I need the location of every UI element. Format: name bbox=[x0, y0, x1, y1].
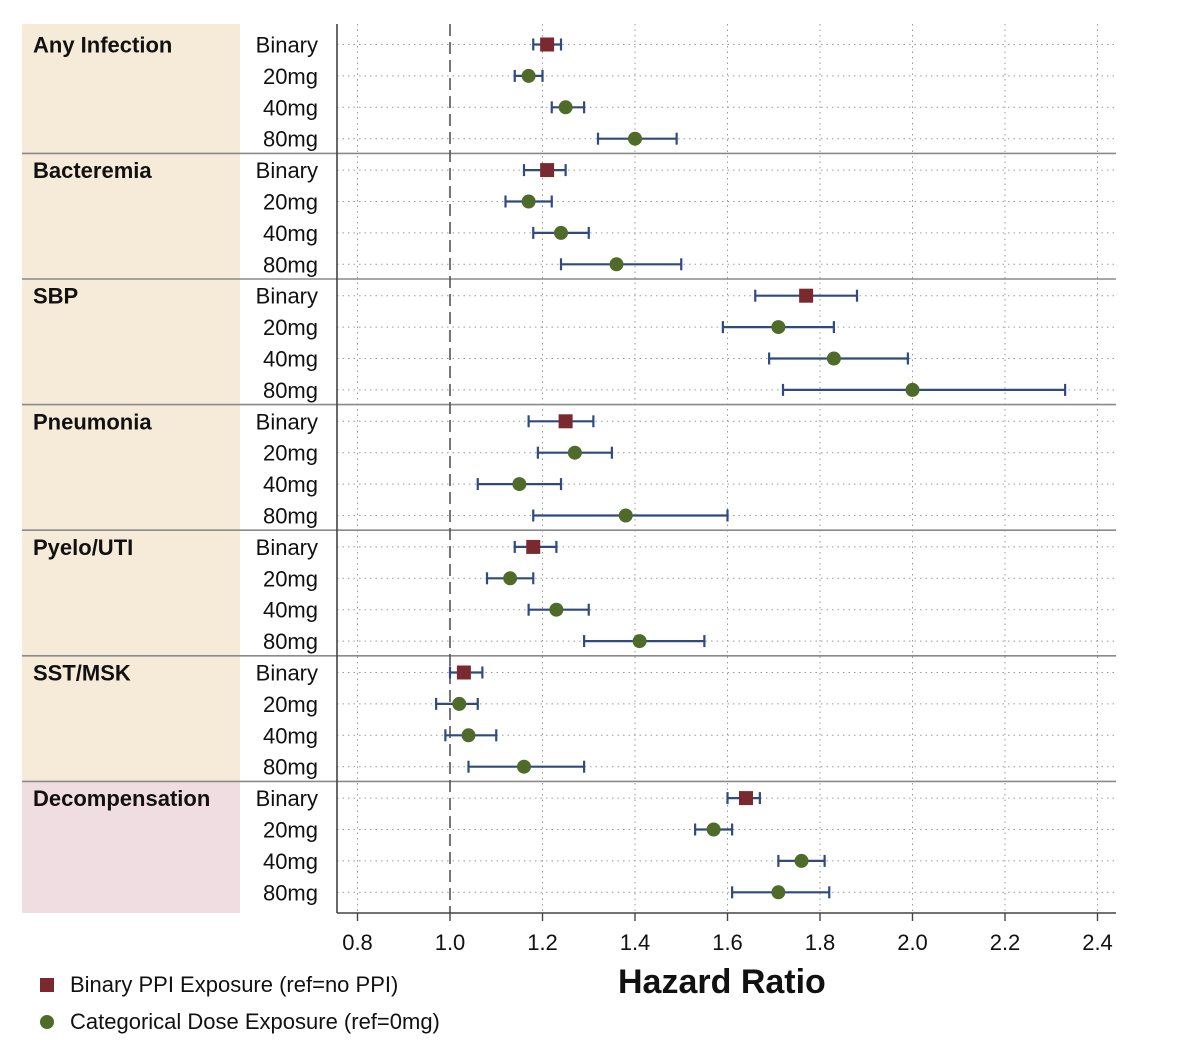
binary-point bbox=[739, 791, 753, 806]
dose-point bbox=[632, 634, 647, 649]
dose-point bbox=[554, 225, 568, 240]
group-panel bbox=[22, 404, 240, 531]
row-label: 80mg bbox=[263, 378, 318, 403]
group-panel bbox=[22, 153, 240, 279]
row-label: 40mg bbox=[263, 347, 318, 372]
row-label: Binary bbox=[256, 535, 318, 560]
binary-point bbox=[799, 288, 814, 303]
group-panel bbox=[22, 530, 240, 656]
group-panel bbox=[22, 781, 240, 913]
x-tick-label: 1.8 bbox=[805, 930, 836, 955]
legend-circle-marker bbox=[40, 1015, 54, 1029]
x-tick-label: 2.0 bbox=[897, 930, 928, 955]
dose-point bbox=[503, 571, 518, 586]
row-label: 40mg bbox=[263, 221, 318, 246]
row-label: 80mg bbox=[263, 504, 318, 529]
group-title: Any Infection bbox=[33, 33, 172, 58]
row-label: 40mg bbox=[263, 95, 318, 120]
dose-point bbox=[521, 194, 536, 209]
group-title: Decompensation bbox=[33, 786, 210, 811]
row-label: 40mg bbox=[263, 849, 318, 874]
row-label: 20mg bbox=[263, 818, 318, 843]
group-title: Pyelo/UTI bbox=[33, 535, 133, 560]
row-label: 80mg bbox=[263, 127, 318, 152]
dose-point bbox=[771, 885, 786, 900]
row-label: 40mg bbox=[263, 723, 318, 748]
dose-point bbox=[452, 696, 467, 711]
row-label: Binary bbox=[256, 786, 318, 811]
group-title: Bacteremia bbox=[33, 158, 152, 183]
group-panel bbox=[22, 279, 240, 405]
legend-label-dose: Categorical Dose Exposure (ref=0mg) bbox=[70, 1009, 440, 1034]
row-label: Binary bbox=[256, 158, 318, 183]
x-tick-label: 1.0 bbox=[435, 930, 466, 955]
row-label: 40mg bbox=[263, 472, 318, 497]
row-label: 80mg bbox=[263, 629, 318, 654]
x-tick-label: 1.6 bbox=[712, 930, 743, 955]
row-label: 80mg bbox=[263, 252, 318, 277]
group-title: SBP bbox=[33, 284, 78, 309]
legend-item-binary: Binary PPI Exposure (ref=no PPI) bbox=[40, 972, 398, 998]
row-label: Binary bbox=[256, 284, 318, 309]
legend-label-binary: Binary PPI Exposure (ref=no PPI) bbox=[70, 972, 399, 997]
group-panel bbox=[22, 655, 240, 782]
dose-point bbox=[461, 728, 476, 743]
dose-point bbox=[558, 100, 573, 115]
dose-point bbox=[794, 853, 809, 868]
binary-point bbox=[558, 414, 573, 429]
x-axis-title: Hazard Ratio bbox=[618, 963, 826, 1001]
dose-point bbox=[609, 257, 624, 272]
row-label: 20mg bbox=[263, 315, 318, 340]
x-tick-label: 2.2 bbox=[990, 930, 1021, 955]
dose-point bbox=[618, 508, 633, 523]
row-label: 80mg bbox=[263, 755, 318, 780]
row-label: 20mg bbox=[263, 692, 318, 717]
binary-point bbox=[526, 539, 541, 554]
row-label: Binary bbox=[256, 409, 318, 434]
x-tick-label: 0.8 bbox=[342, 930, 373, 955]
dose-point bbox=[905, 382, 920, 397]
dose-point bbox=[826, 351, 841, 366]
binary-point bbox=[540, 37, 555, 52]
binary-point bbox=[456, 665, 471, 680]
legend-square-marker bbox=[40, 978, 54, 992]
dose-point bbox=[771, 320, 786, 335]
row-label: 80mg bbox=[263, 880, 318, 905]
group-title: SST/MSK bbox=[33, 661, 131, 686]
dose-point bbox=[706, 822, 721, 837]
row-label: Binary bbox=[256, 33, 318, 58]
row-label: 20mg bbox=[263, 441, 318, 466]
dose-point bbox=[521, 68, 536, 83]
binary-point bbox=[540, 163, 555, 178]
dose-point bbox=[517, 759, 531, 774]
x-tick-label: 1.4 bbox=[620, 930, 651, 955]
dose-point bbox=[567, 445, 582, 460]
legend-item-dose: Categorical Dose Exposure (ref=0mg) bbox=[40, 1009, 440, 1035]
dose-point bbox=[549, 602, 564, 617]
row-label: 20mg bbox=[263, 566, 318, 591]
group-panel bbox=[22, 24, 240, 154]
group-title: Pneumonia bbox=[33, 409, 152, 434]
dose-point bbox=[628, 131, 642, 146]
x-tick-label: 2.4 bbox=[1082, 930, 1113, 955]
row-label: Binary bbox=[256, 661, 318, 686]
x-tick-label: 1.2 bbox=[527, 930, 558, 955]
row-label: 40mg bbox=[263, 598, 318, 623]
row-label: 20mg bbox=[263, 190, 318, 215]
row-label: 20mg bbox=[263, 64, 318, 89]
dose-point bbox=[512, 477, 527, 492]
